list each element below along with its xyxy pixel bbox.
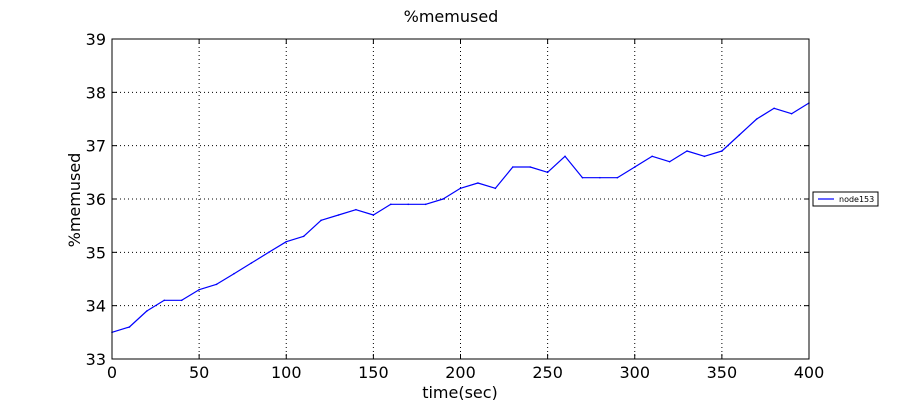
y-axis-title: %memused bbox=[65, 153, 84, 248]
data-point bbox=[233, 272, 235, 275]
data-point bbox=[180, 299, 183, 302]
data-point bbox=[372, 214, 375, 216]
y-tick-label: 33 bbox=[86, 350, 106, 369]
x-tick-label: 250 bbox=[532, 363, 563, 382]
series-line-node153 bbox=[111, 102, 810, 333]
data-point bbox=[773, 107, 775, 110]
data-point bbox=[721, 150, 723, 152]
data-point bbox=[198, 288, 200, 291]
y-tick-label: 36 bbox=[86, 190, 106, 209]
data-point bbox=[320, 219, 322, 222]
data-point bbox=[651, 155, 653, 158]
y-tick-label: 35 bbox=[86, 243, 106, 262]
data-point bbox=[790, 112, 793, 115]
y-tick-label: 39 bbox=[86, 30, 106, 49]
data-point bbox=[599, 176, 601, 179]
y-tick-label: 34 bbox=[86, 297, 106, 316]
legend-box bbox=[812, 191, 879, 207]
y-tick-label: 38 bbox=[86, 83, 106, 102]
data-point bbox=[268, 251, 270, 254]
x-tick-label: 300 bbox=[619, 363, 650, 382]
x-axis-title: time(sec) bbox=[422, 383, 498, 400]
data-point bbox=[215, 283, 218, 286]
plot-area: 0 50 100 150 200 250 300 350 400 33 34 35 36 37 38 39 bbox=[86, 30, 825, 382]
data-point bbox=[390, 203, 392, 206]
data-point bbox=[285, 240, 288, 243]
chart-title: %memused bbox=[404, 7, 499, 26]
data-point bbox=[337, 214, 340, 216]
data-point bbox=[511, 166, 514, 168]
data-point bbox=[755, 118, 758, 120]
data-point bbox=[442, 198, 444, 200]
x-tick-label: 200 bbox=[445, 363, 476, 382]
data-point bbox=[738, 134, 741, 136]
data-point bbox=[686, 150, 688, 152]
data-point bbox=[494, 187, 497, 190]
y-tick-label: 37 bbox=[86, 137, 106, 156]
x-tick-label: 100 bbox=[271, 363, 302, 382]
x-tick-label: 350 bbox=[707, 363, 738, 382]
data-point bbox=[633, 166, 636, 168]
legend-label: node153 bbox=[839, 195, 874, 204]
x-tick-label: 400 bbox=[794, 363, 825, 382]
data-point bbox=[546, 171, 549, 174]
data-point bbox=[302, 235, 305, 238]
x-tick-label: 50 bbox=[189, 363, 209, 382]
x-tick-label: 0 bbox=[107, 363, 117, 382]
data-point bbox=[163, 299, 166, 302]
data-point bbox=[581, 176, 584, 179]
data-point bbox=[529, 166, 531, 168]
x-tick-label: 150 bbox=[358, 363, 389, 382]
data-point bbox=[703, 155, 706, 158]
data-point bbox=[250, 262, 253, 264]
data-point bbox=[616, 176, 619, 179]
data-point bbox=[459, 187, 462, 190]
data-point bbox=[355, 208, 357, 211]
data-point bbox=[668, 160, 671, 163]
data-point bbox=[424, 203, 427, 206]
data-point bbox=[477, 182, 479, 184]
data-point bbox=[128, 326, 131, 328]
data-point bbox=[146, 310, 148, 312]
data-point bbox=[407, 203, 410, 206]
legend: node153 bbox=[812, 191, 879, 207]
data-point bbox=[564, 155, 566, 158]
